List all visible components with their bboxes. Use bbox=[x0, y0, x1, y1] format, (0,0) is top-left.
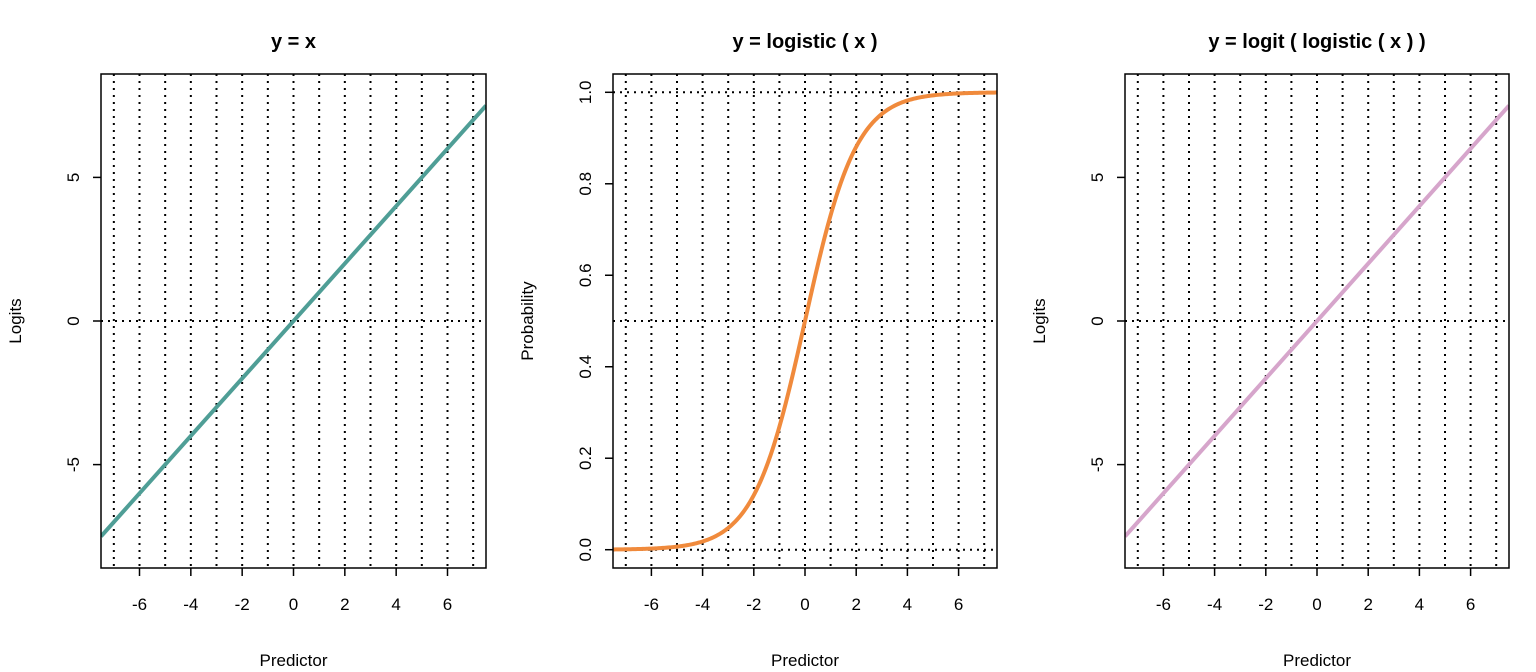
x-tick-label: 6 bbox=[1466, 595, 1475, 614]
x-tick-label: -6 bbox=[132, 595, 147, 614]
y-tick-label: 0 bbox=[64, 316, 83, 325]
y-axis-label: Logits bbox=[6, 298, 25, 343]
x-tick-label: -6 bbox=[644, 595, 659, 614]
x-tick-label: 6 bbox=[954, 595, 963, 614]
x-tick-label: -4 bbox=[183, 595, 198, 614]
x-axis-label: Predictor bbox=[1283, 651, 1351, 670]
series-line bbox=[613, 90, 997, 552]
x-tick-label: -2 bbox=[746, 595, 761, 614]
x-tick-label: 2 bbox=[340, 595, 349, 614]
x-tick-label: 2 bbox=[851, 595, 860, 614]
y-tick-label: 0.8 bbox=[576, 172, 595, 196]
x-tick-label: 0 bbox=[1312, 595, 1321, 614]
y-tick-label: 5 bbox=[1088, 173, 1107, 182]
chart-title: y = logit ( logistic ( x ) ) bbox=[1208, 31, 1425, 53]
x-tick-label: -6 bbox=[1156, 595, 1171, 614]
x-tick-label: 6 bbox=[443, 595, 452, 614]
y-tick-label: 0.6 bbox=[576, 263, 595, 287]
x-tick-label: -4 bbox=[1207, 595, 1222, 614]
y-tick-label: -5 bbox=[64, 457, 83, 472]
x-tick-label: 2 bbox=[1363, 595, 1372, 614]
x-tick-label: 4 bbox=[1415, 595, 1424, 614]
chart-title: y = x bbox=[271, 31, 316, 53]
x-tick-label: -2 bbox=[1258, 595, 1273, 614]
panel-1: -6 -4 -2 0 2 4 6 -5 0 5 y = x Predictor Logits bbox=[6, 31, 487, 670]
y-tick-label: 0.0 bbox=[576, 538, 595, 562]
series-line bbox=[101, 104, 486, 538]
x-tick-label: -4 bbox=[695, 595, 710, 614]
x-tick-label: 0 bbox=[800, 595, 809, 614]
y-axis-label: Probability bbox=[518, 281, 537, 361]
y-tick-label: 0.2 bbox=[576, 446, 595, 470]
y-tick-label: 0.4 bbox=[576, 355, 595, 379]
panel-3: -6 -4 -2 0 2 4 6 -5 0 5 y = logit ( logistic ( x )… bbox=[1030, 31, 1510, 670]
chart-title: y = logistic ( x ) bbox=[732, 31, 877, 53]
y-tick-label: 1.0 bbox=[576, 80, 595, 104]
y-tick-label: -5 bbox=[1088, 457, 1107, 472]
x-tick-label: -2 bbox=[235, 595, 250, 614]
x-tick-label: 0 bbox=[289, 595, 298, 614]
y-tick-label: 0 bbox=[1088, 316, 1107, 325]
y-axis-label: Logits bbox=[1030, 298, 1049, 343]
y-tick-label: 5 bbox=[64, 173, 83, 182]
x-axis-label: Predictor bbox=[259, 651, 327, 670]
x-tick-label: 4 bbox=[903, 595, 912, 614]
series-line bbox=[1125, 104, 1509, 538]
x-axis-label: Predictor bbox=[771, 651, 839, 670]
x-tick-label: 4 bbox=[391, 595, 400, 614]
panel-2: -6 -4 -2 0 2 4 6 0.0 0.2 0.4 0.6 0.8 1.0 y = logistic… bbox=[518, 31, 998, 670]
